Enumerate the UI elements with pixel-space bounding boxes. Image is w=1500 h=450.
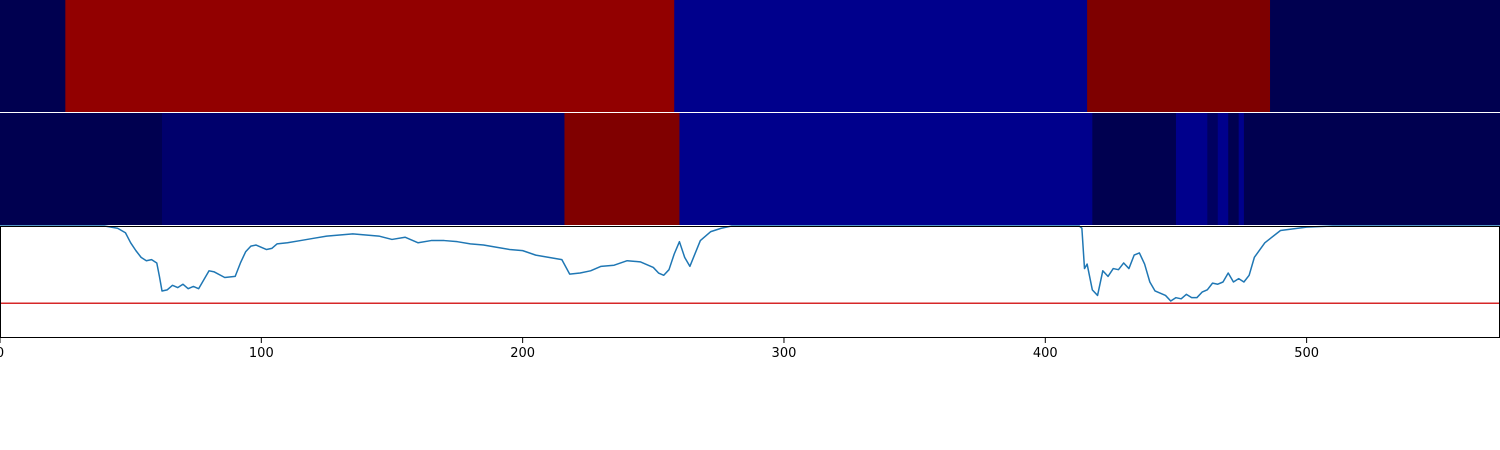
heatmap-cell-1-0 <box>0 0 66 112</box>
heatmap-cell-2-1 <box>162 113 565 225</box>
heatmap-cell-2-9 <box>1238 113 1245 225</box>
heatmap-strip-middle <box>0 113 1500 225</box>
heatmap-cell-1-4 <box>1270 0 1500 112</box>
heatmap-cell-2-10 <box>1243 113 1500 225</box>
heatmap-cell-2-8 <box>1228 113 1240 225</box>
line-panel <box>0 225 1500 338</box>
line-panel-background <box>0 226 1500 338</box>
heatmap-cell-2-0 <box>0 113 163 225</box>
x-tick-label-1: 100 <box>249 346 274 361</box>
x-tick-label-3: 300 <box>772 346 797 361</box>
heatmap-cell-2-7 <box>1217 113 1229 225</box>
heatmap-cell-1-2 <box>674 0 1088 112</box>
heatmap-cell-2-4 <box>1092 113 1177 225</box>
x-tick-label-0: 0 <box>0 346 4 361</box>
heatmap-cell-2-6 <box>1207 113 1219 225</box>
heatmap-cell-1-1 <box>65 0 675 112</box>
heatmap-cell-2-5 <box>1175 113 1208 225</box>
x-tick-label-2: 200 <box>510 346 535 361</box>
x-axis: 0 100 200 300 400 500 <box>0 338 1319 361</box>
heatmap-cell-1-3 <box>1087 0 1271 112</box>
x-tick-label-4: 400 <box>1033 346 1058 361</box>
series-line <box>0 225 1500 302</box>
heatmap-cell-2-2 <box>564 113 680 225</box>
heatmap-cell-2-3 <box>679 113 1093 225</box>
x-tick-label-5: 500 <box>1294 346 1319 361</box>
heatmap-strip-top <box>0 0 1500 112</box>
